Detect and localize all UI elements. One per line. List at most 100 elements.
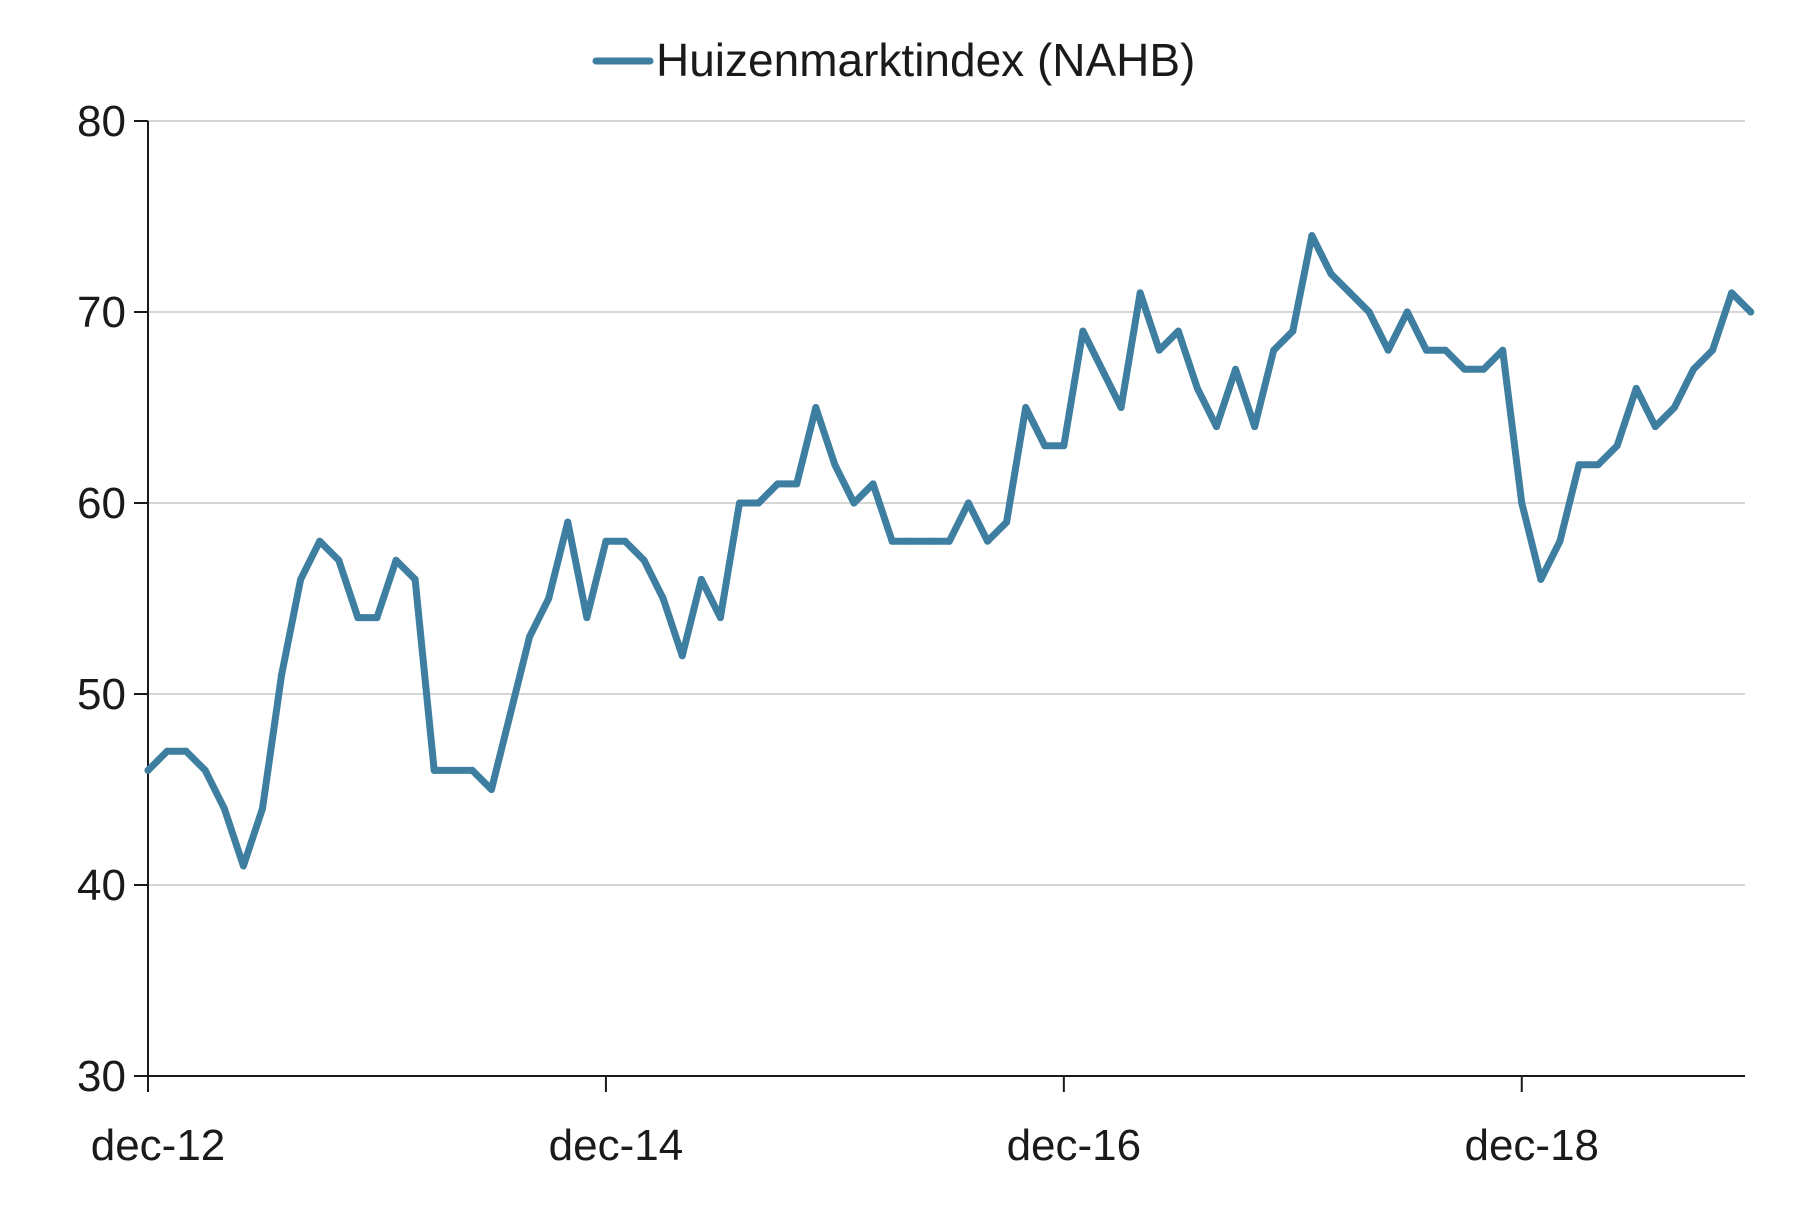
data-point: [297, 575, 305, 583]
data-point: [1003, 518, 1011, 526]
y-tick-label: 70: [77, 288, 126, 337]
data-point: [1270, 346, 1278, 354]
data-point: [201, 766, 209, 774]
series-layer: [144, 232, 1755, 870]
data-point: [1594, 461, 1602, 469]
data-point: [907, 537, 915, 545]
data-point: [1174, 327, 1182, 335]
data-point: [430, 766, 438, 774]
data-point: [278, 671, 286, 679]
data-point: [526, 633, 534, 641]
y-tick-label: 30: [77, 1052, 126, 1101]
data-point: [793, 480, 801, 488]
data-point: [1670, 404, 1678, 411]
series-line-0: [144, 232, 1755, 870]
data-point: [1403, 308, 1411, 316]
data-point: [926, 537, 934, 545]
data-point: [716, 614, 724, 622]
data-point: [831, 461, 839, 469]
data-point: [1022, 404, 1030, 411]
data-point: [1079, 327, 1087, 335]
y-tick-label: 80: [77, 97, 126, 146]
data-point: [335, 556, 343, 564]
data-point: [316, 537, 324, 545]
data-point: [1193, 384, 1201, 392]
data-point: [1060, 442, 1068, 450]
data-point: [1155, 346, 1163, 354]
data-point: [392, 556, 400, 564]
data-point: [258, 805, 266, 813]
data-point: [735, 499, 743, 507]
data-point: [144, 766, 152, 774]
data-point: [1689, 365, 1697, 373]
data-point: [1747, 308, 1755, 316]
y-tick-label: 50: [77, 670, 126, 719]
data-point: [1251, 423, 1259, 431]
data-point: [1575, 461, 1583, 469]
data-point: [984, 537, 992, 545]
data-point: [697, 575, 705, 583]
data-point: [1289, 327, 1297, 335]
y-tick-label: 60: [77, 479, 126, 528]
axes: 30 40 50 60 70 80 dec-12 dec-14 dec-16 dec-18: [77, 97, 1745, 1170]
data-point: [487, 786, 495, 793]
data-point: [1651, 423, 1659, 431]
x-tick-label: dec-18: [1464, 1121, 1599, 1170]
legend: Huizenmarktindex (NAHB): [592, 34, 1195, 86]
data-point: [945, 537, 953, 545]
data-point: [1384, 346, 1392, 354]
data-point: [1480, 365, 1488, 373]
data-point: [1346, 289, 1354, 297]
data-point: [239, 862, 247, 870]
data-point: [1461, 365, 1469, 373]
gridlines: [148, 120, 1745, 886]
data-point: [1232, 365, 1240, 373]
data-point: [354, 614, 362, 622]
data-point: [640, 556, 648, 564]
data-point: [1117, 404, 1125, 411]
data-point: [678, 652, 686, 660]
data-point: [1212, 423, 1220, 431]
data-point: [182, 747, 190, 755]
data-point: [411, 575, 419, 583]
data-point: [869, 480, 877, 488]
data-point: [1041, 442, 1049, 450]
legend-label: Huizenmarktindex (NAHB): [656, 34, 1195, 86]
data-point: [1709, 346, 1717, 354]
data-point: [1308, 232, 1316, 240]
data-point: [1136, 289, 1144, 297]
x-tick-label: dec-14: [549, 1121, 684, 1170]
data-point: [888, 537, 896, 545]
data-point: [602, 537, 610, 545]
x-tick-label: dec-16: [1007, 1121, 1142, 1170]
data-point: [1728, 289, 1736, 297]
data-point: [1537, 575, 1545, 583]
x-tick-label: dec-12: [91, 1121, 226, 1170]
data-point: [621, 537, 629, 545]
data-point: [1632, 384, 1640, 392]
data-point: [774, 480, 782, 488]
data-point: [812, 404, 820, 411]
data-point: [1327, 270, 1335, 278]
data-point: [220, 805, 228, 813]
data-point: [1518, 499, 1526, 507]
data-point: [755, 499, 763, 507]
data-point: [583, 614, 591, 622]
data-point: [564, 518, 572, 526]
data-point: [468, 766, 476, 774]
data-point: [449, 766, 457, 774]
data-point: [964, 499, 972, 507]
data-point: [1613, 442, 1621, 450]
y-tick-label: 40: [77, 861, 126, 910]
data-point: [507, 709, 515, 717]
data-point: [1098, 365, 1106, 373]
data-point: [659, 595, 667, 602]
data-point: [850, 499, 858, 507]
data-point: [1556, 537, 1564, 545]
data-point: [163, 747, 171, 755]
data-point: [1422, 346, 1430, 354]
data-point: [1365, 308, 1373, 316]
data-point: [1499, 346, 1507, 354]
